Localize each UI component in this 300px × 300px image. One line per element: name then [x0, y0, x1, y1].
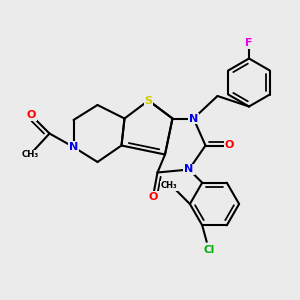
- Text: O: O: [225, 140, 234, 151]
- Text: F: F: [245, 38, 253, 48]
- Text: Cl: Cl: [203, 245, 215, 255]
- Text: S: S: [145, 95, 152, 106]
- Text: O: O: [148, 191, 158, 202]
- Text: CH₃: CH₃: [21, 150, 39, 159]
- Text: O: O: [27, 110, 36, 121]
- Text: N: N: [184, 164, 194, 175]
- Text: N: N: [69, 142, 78, 152]
- Text: N: N: [189, 113, 198, 124]
- Text: CH₃: CH₃: [160, 182, 177, 190]
